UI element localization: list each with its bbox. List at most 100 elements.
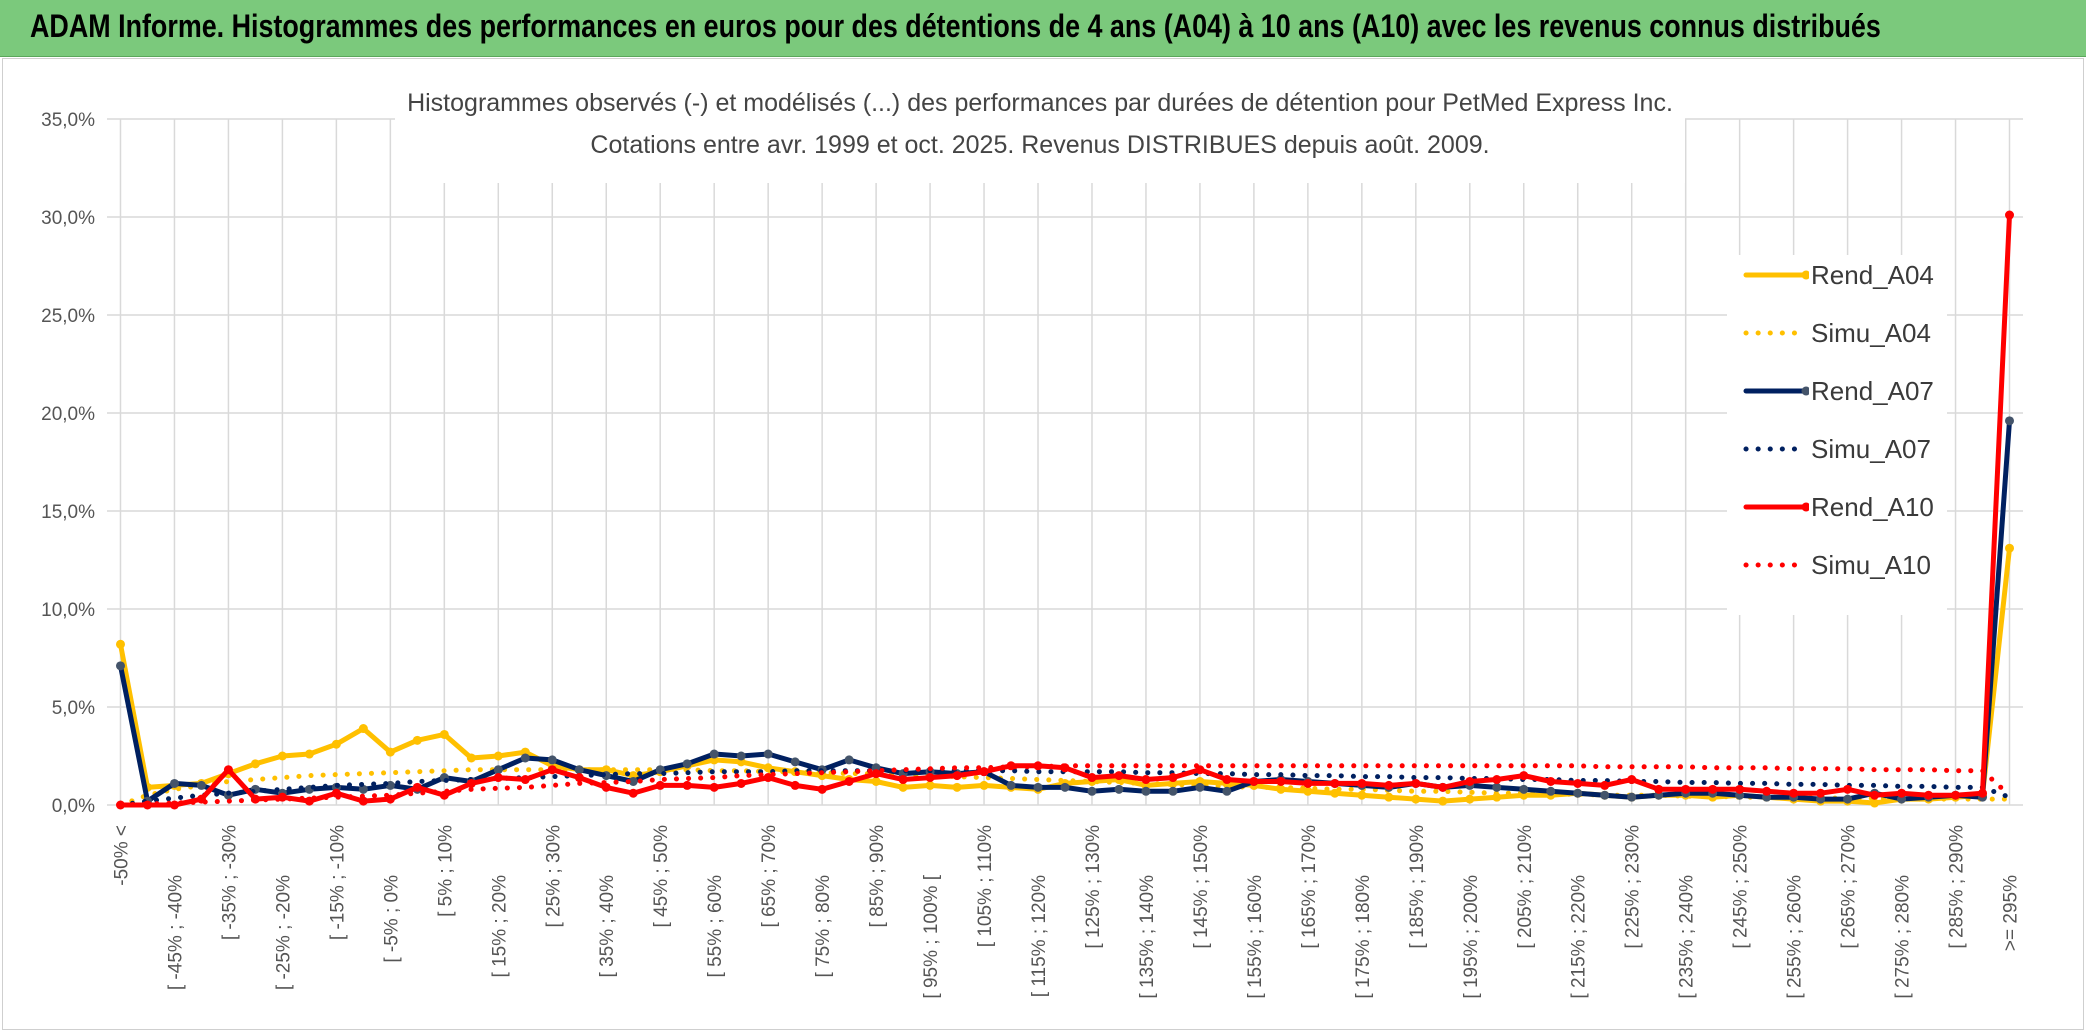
data-point-rend_a04 xyxy=(979,780,989,790)
chart-frame: 0,0% 5,0% 10,0% 15,0% 20,0% 25,0% 30,0% 35,0% -5… xyxy=(2,58,2084,1030)
x-tick-label: [ -35% ; -30% xyxy=(219,825,240,940)
data-point-rend_a10 xyxy=(1465,776,1475,786)
legend-swatch xyxy=(1743,562,1809,568)
legend-item-simu_a04: Simu_A04 xyxy=(1727,313,1947,353)
data-point-rend_a04 xyxy=(466,753,476,763)
data-point-rend_a07 xyxy=(1006,780,1016,790)
data-point-rend_a10 xyxy=(979,767,989,777)
data-point-rend_a10 xyxy=(1519,771,1529,781)
x-tick-label: [ 145% ; 150% xyxy=(1191,825,1212,949)
x-tick-label: [ 25% ; 30% xyxy=(543,825,564,928)
legend-swatch xyxy=(1743,270,1809,280)
data-point-rend_a04 xyxy=(412,735,422,745)
data-point-rend_a04 xyxy=(1357,790,1367,800)
x-tick-label: [ 125% ; 130% xyxy=(1083,825,1104,949)
data-point-rend_a10 xyxy=(1303,778,1313,788)
legend-label: Rend_A07 xyxy=(1811,376,1934,406)
data-point-rend_a10 xyxy=(1924,790,1934,800)
data-point-rend_a10 xyxy=(2005,210,2015,220)
x-tick-label: [ 105% ; 110% xyxy=(975,825,996,947)
data-point-rend_a10 xyxy=(1816,788,1826,798)
x-tick-label: [ 15% ; 20% xyxy=(489,875,510,978)
data-point-rend_a07 xyxy=(709,749,719,759)
data-point-rend_a10 xyxy=(1087,773,1097,783)
x-tick-label: [ 155% ; 160% xyxy=(1245,875,1266,999)
page-title: ADAM Informe. Histogrammes des performan… xyxy=(30,8,1881,44)
data-point-rend_a07 xyxy=(1060,782,1070,792)
x-tick-label: [ 285% ; 290% xyxy=(1947,825,1968,949)
data-point-rend_a10 xyxy=(844,776,854,786)
data-point-rend_a10 xyxy=(1897,788,1907,798)
data-point-rend_a10 xyxy=(871,769,881,779)
data-point-rend_a04 xyxy=(277,751,287,761)
x-tick-label: [ 275% ; 280% xyxy=(1893,875,1914,999)
data-point-rend_a04 xyxy=(304,749,314,759)
data-point-rend_a07 xyxy=(115,661,125,671)
x-tick-label: [ 135% ; 140% xyxy=(1137,875,1158,999)
data-point-rend_a04 xyxy=(439,729,449,739)
x-tick-label: [ -15% ; -10% xyxy=(327,825,348,940)
x-tick-label: [ 265% ; 270% xyxy=(1839,825,1860,949)
data-point-rend_a10 xyxy=(1708,784,1718,794)
data-point-rend_a10 xyxy=(547,765,557,775)
data-point-rend_a10 xyxy=(1843,784,1853,794)
data-point-rend_a10 xyxy=(628,788,638,798)
data-point-rend_a10 xyxy=(1870,790,1880,800)
data-point-rend_a10 xyxy=(1573,778,1583,788)
data-point-rend_a10 xyxy=(1789,788,1799,798)
legend-item-rend_a04: Rend_A04 xyxy=(1727,255,1947,295)
x-tick-label: [ -45% ; -40% xyxy=(165,875,186,990)
y-tick-label: 15,0% xyxy=(41,502,95,523)
data-point-rend_a10 xyxy=(493,773,503,783)
x-tick-label: [ 215% ; 220% xyxy=(1569,875,1590,999)
data-point-rend_a10 xyxy=(1141,775,1151,785)
x-tick-label: [ 65% ; 70% xyxy=(759,825,780,928)
data-point-rend_a04 xyxy=(358,724,368,734)
data-point-rend_a10 xyxy=(466,778,476,788)
chart-subtitle: Cotations entre avr. 1999 et oct. 2025. … xyxy=(590,131,1489,159)
x-tick-label: [ 245% ; 250% xyxy=(1731,825,1752,949)
data-point-rend_a10 xyxy=(736,778,746,788)
legend-item-rend_a10: Rend_A10 xyxy=(1727,487,1947,527)
data-point-rend_a04 xyxy=(2005,543,2015,553)
data-point-rend_a10 xyxy=(169,800,179,810)
x-tick-label: [ 95% ; 100% [ xyxy=(921,874,942,998)
data-point-rend_a10 xyxy=(763,773,773,783)
x-tick-label: [ -25% ; -20% xyxy=(273,875,294,990)
data-point-rend_a04 xyxy=(250,759,260,769)
x-tick-label: [ 35% ; 40% xyxy=(597,875,618,978)
x-tick-label: [ 55% ; 60% xyxy=(705,875,726,978)
x-tick-label: [ 85% ; 90% xyxy=(867,825,888,928)
x-tick-label: [ -5% ; 0% xyxy=(381,875,402,963)
legend-swatch xyxy=(1743,386,1809,396)
x-tick-label: [ 195% ; 200% xyxy=(1461,875,1482,999)
x-tick-label: [ 235% ; 240% xyxy=(1677,875,1698,999)
x-tick-label: [ 5% ; 10% xyxy=(435,825,456,917)
legend-item-simu_a10: Simu_A10 xyxy=(1727,545,1947,585)
x-tick-label: >= 295% xyxy=(2001,875,2022,951)
data-point-rend_a10 xyxy=(1276,776,1286,786)
series-line-simu_a10 xyxy=(118,763,2012,808)
data-point-rend_a10 xyxy=(1114,771,1124,781)
data-point-rend_a10 xyxy=(1492,775,1502,785)
data-point-rend_a04 xyxy=(331,739,341,749)
y-tick-label: 10,0% xyxy=(41,600,95,621)
data-point-rend_a10 xyxy=(601,782,611,792)
data-point-rend_a10 xyxy=(223,765,233,775)
legend-item-rend_a07: Rend_A07 xyxy=(1727,371,1947,411)
data-point-rend_a07 xyxy=(1141,786,1151,796)
data-point-rend_a10 xyxy=(925,773,935,783)
chart-title-background xyxy=(395,79,1685,183)
data-point-rend_a07 xyxy=(169,778,179,788)
data-point-rend_a07 xyxy=(520,753,530,763)
data-point-rend_a07 xyxy=(196,780,206,790)
data-point-rend_a10 xyxy=(1438,782,1448,792)
data-point-rend_a10 xyxy=(1681,784,1691,794)
histogram-chart: 0,0% 5,0% 10,0% 15,0% 20,0% 25,0% 30,0% 35,0% -5… xyxy=(41,79,2023,999)
data-point-rend_a04 xyxy=(385,747,395,757)
data-point-rend_a10 xyxy=(574,773,584,783)
x-tick-label: [ 165% ; 170% xyxy=(1299,825,1320,949)
data-point-rend_a10 xyxy=(952,771,962,781)
data-point-rend_a07 xyxy=(763,749,773,759)
data-point-rend_a07 xyxy=(1627,792,1637,802)
